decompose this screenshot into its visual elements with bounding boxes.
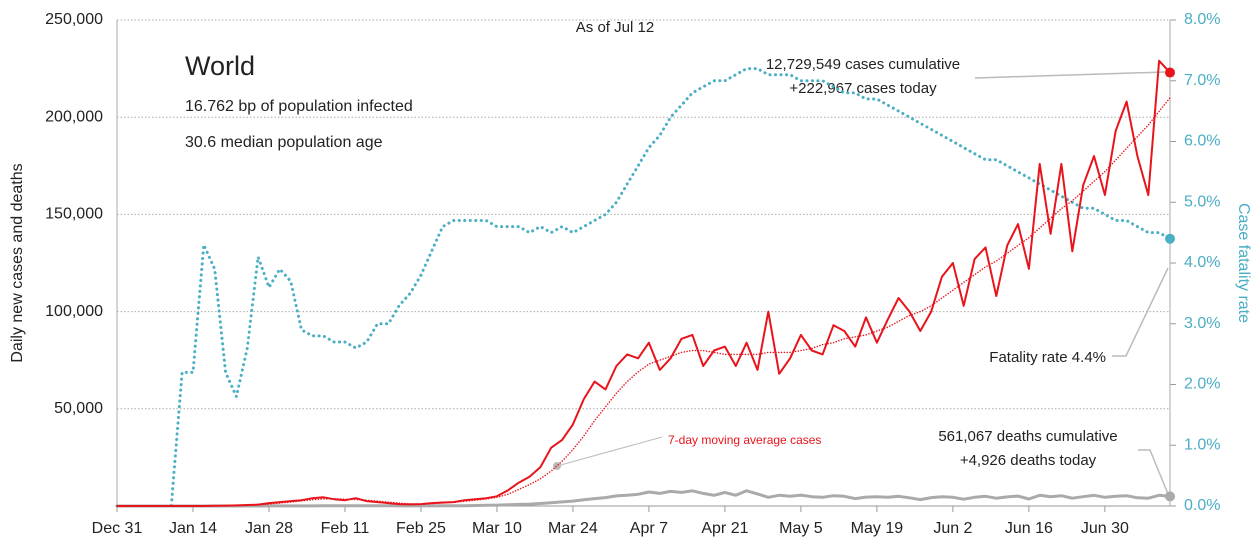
series-line <box>115 67 1172 508</box>
x-tick-label: Jun 30 <box>1081 520 1129 537</box>
y2-tick-label: 7.0% <box>1184 72 1220 89</box>
annotation: 7-day moving average cases <box>668 433 821 447</box>
y-tick-label: 50,000 <box>54 400 103 417</box>
y-tick-label: 150,000 <box>45 206 103 223</box>
series-line <box>117 59 1171 507</box>
end-marker <box>1165 233 1175 244</box>
series-line <box>116 97 1171 507</box>
y2-tick-label: 8.0% <box>1184 11 1220 28</box>
chart-title: World <box>185 51 255 81</box>
x-tick-label: Dec 31 <box>92 520 143 537</box>
x-tick-label: May 5 <box>779 520 823 537</box>
y2-axis-label: Case fatality rate <box>1235 203 1252 323</box>
annotation: +4,926 deaths today <box>960 452 1097 469</box>
annotation: Fatality rate 4.4% <box>989 349 1106 366</box>
callout-line <box>1112 267 1169 357</box>
subtitle: 30.6 median population age <box>185 134 383 151</box>
x-tick-label: Jan 14 <box>169 520 217 537</box>
series-line <box>117 489 1171 508</box>
y-tick-label: 250,000 <box>45 11 103 28</box>
x-tick-label: Feb 25 <box>396 520 446 537</box>
y2-tick-label: 1.0% <box>1184 436 1220 453</box>
y-tick-label: 200,000 <box>45 108 103 125</box>
x-tick-label: May 19 <box>851 520 904 537</box>
x-tick-label: Mar 10 <box>472 520 522 537</box>
x-tick-label: Jan 28 <box>245 520 293 537</box>
annotation: +222,967 cases today <box>789 80 937 97</box>
annotation: 12,729,549 cases cumulative <box>766 56 960 73</box>
x-tick-label: Feb 11 <box>321 520 370 537</box>
x-tick-label: Mar 24 <box>548 520 598 537</box>
end-marker <box>1165 491 1175 502</box>
y2-tick-label: 4.0% <box>1184 254 1220 271</box>
subtitle: 16.762 bp of population infected <box>185 98 413 115</box>
y2-tick-label: 0.0% <box>1184 497 1220 514</box>
x-tick-label: Apr 7 <box>630 520 668 537</box>
callout-line <box>974 71 1166 79</box>
callout-line <box>556 436 663 467</box>
callout-dot <box>553 462 561 470</box>
x-tick-label: Jun 2 <box>933 520 972 537</box>
x-tick-label: Jun 16 <box>1005 520 1053 537</box>
y-tick-label: 100,000 <box>45 303 103 320</box>
as-of: As of Jul 12 <box>576 19 654 36</box>
y2-tick-label: 2.0% <box>1184 376 1220 393</box>
y2-tick-label: 5.0% <box>1184 193 1220 210</box>
y2-tick-label: 3.0% <box>1184 315 1220 332</box>
x-tick-label: Apr 21 <box>701 520 748 537</box>
annotation: 561,067 deaths cumulative <box>938 428 1117 445</box>
callout-line <box>1138 449 1169 495</box>
end-marker <box>1165 67 1175 78</box>
y-axis-label: Daily new cases and deaths <box>9 163 26 362</box>
y2-tick-label: 6.0% <box>1184 133 1220 150</box>
